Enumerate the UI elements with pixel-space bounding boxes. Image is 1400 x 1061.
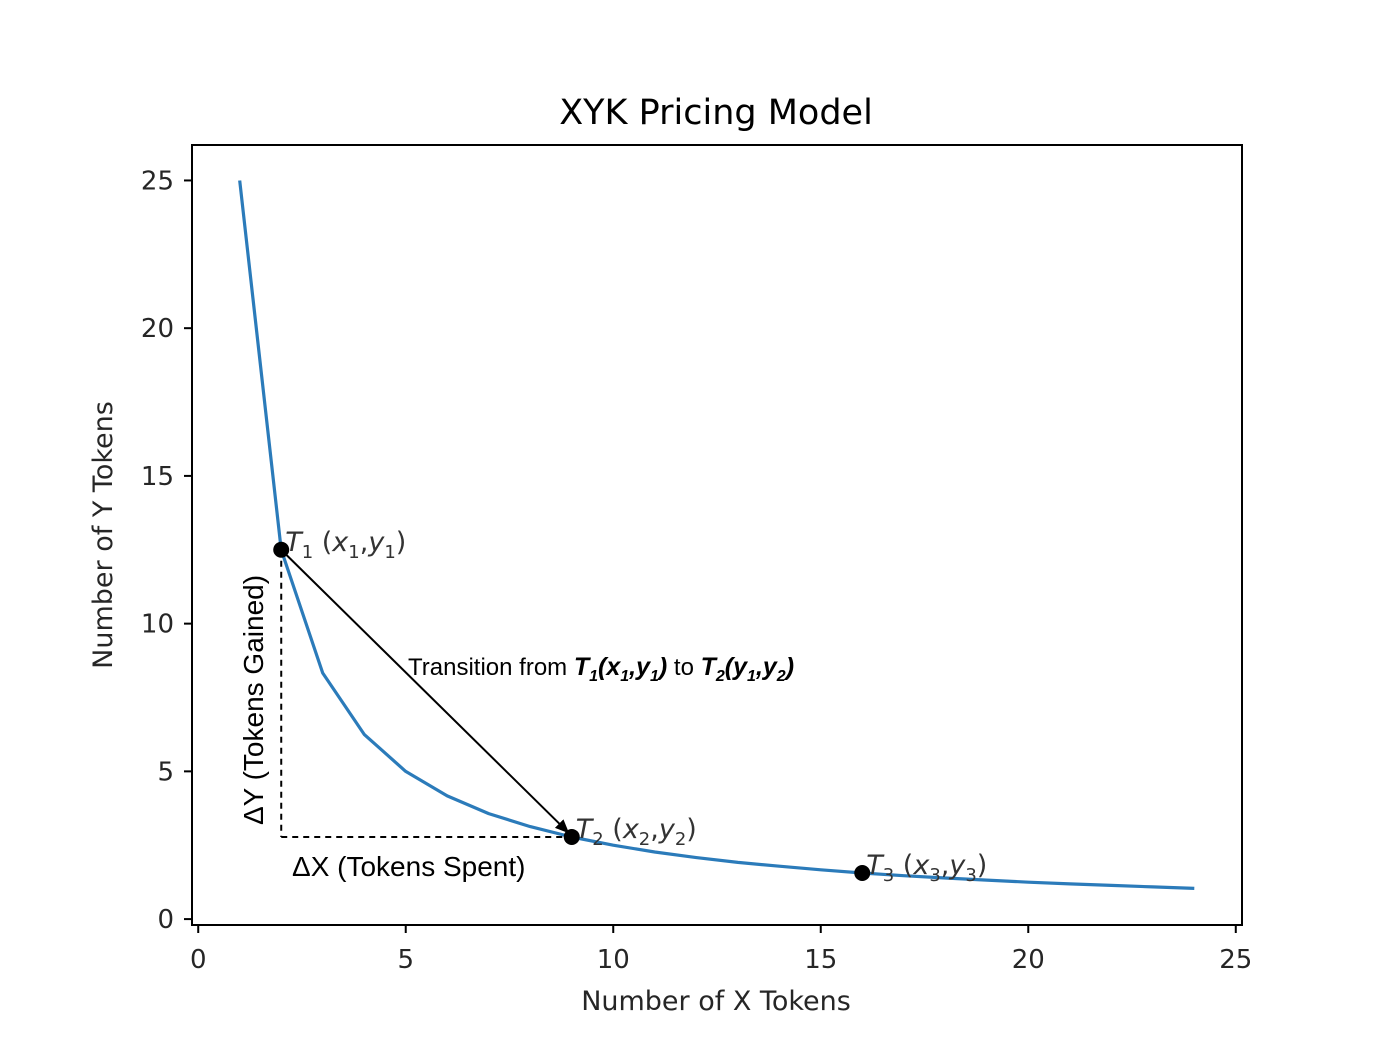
x-tick-label: 0 <box>190 945 207 975</box>
chart-title: XYK Pricing Model <box>559 93 873 133</box>
y-axis-label: Number of Y Tokens <box>88 401 119 669</box>
x-tick-label: 25 <box>1219 945 1252 975</box>
y-tick-label: 0 <box>157 905 174 935</box>
point-label-t1: T1 (x1,y1) <box>285 527 406 563</box>
point-label-t3: T3 (x3,y3) <box>866 850 987 886</box>
x-tick-label: 10 <box>597 945 630 975</box>
x-tick-label: 15 <box>804 945 837 975</box>
transition-label: Transition from T1(x1,y1) to T2(y1,y2) <box>408 653 794 685</box>
point-t1 <box>273 541 290 558</box>
x-axis-label: Number of X Tokens <box>581 986 851 1017</box>
plot-area <box>238 180 1195 890</box>
transition-arrow <box>283 552 570 834</box>
y-tick-label: 20 <box>141 314 174 344</box>
delta-x-label: ΔX (Tokens Spent) <box>292 851 525 882</box>
xyk-curve-line <box>238 180 1195 890</box>
y-tick-label: 5 <box>157 757 174 787</box>
x-tick-label: 20 <box>1012 945 1045 975</box>
point-label-t2: T2 (x2,y2) <box>576 814 697 850</box>
point-t2 <box>563 828 580 845</box>
delta-y-label: ΔY (Tokens Gained) <box>238 575 269 825</box>
x-tick-label: 5 <box>397 945 414 975</box>
x-axis: 0 5 10 15 20 25 <box>190 925 1252 975</box>
y-tick-label: 25 <box>141 166 174 196</box>
point-t3 <box>854 865 871 881</box>
annotations: Transition from T1(x1,y1) to T2(y1,y2) Δ… <box>238 527 987 886</box>
y-tick-label: 10 <box>141 610 174 640</box>
y-tick-label: 15 <box>141 462 174 492</box>
plot-frame <box>191 144 1243 926</box>
y-axis: 0 5 10 15 20 25 <box>141 166 192 935</box>
